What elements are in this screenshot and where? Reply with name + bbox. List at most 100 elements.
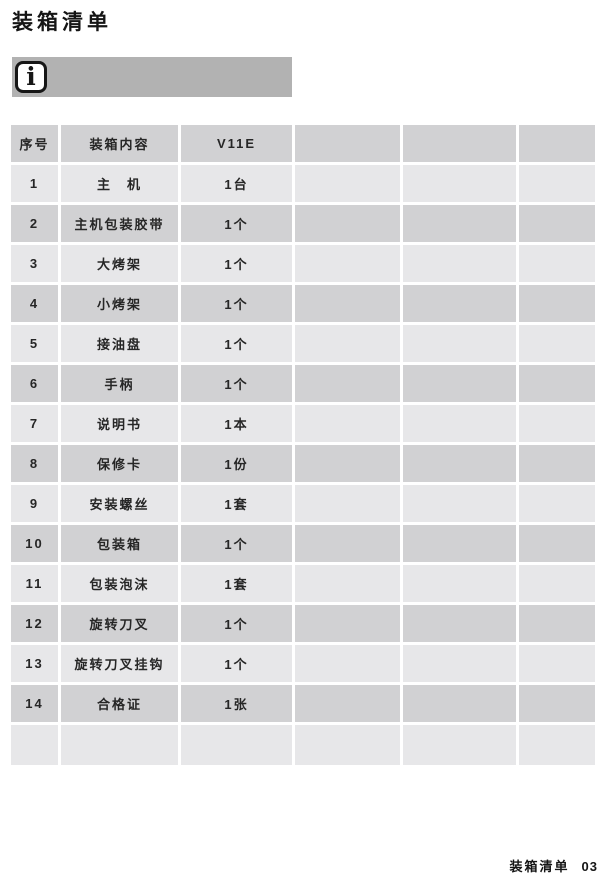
table-cell: 手柄: [61, 365, 178, 402]
table-cell: [295, 725, 400, 765]
table-cell: 1个: [181, 245, 292, 282]
table-cell: 1本: [181, 405, 292, 442]
table-cell: [519, 285, 595, 322]
table-cell: [295, 325, 400, 362]
table-cell: [403, 405, 516, 442]
table-cell: [403, 285, 516, 322]
table-cell: 接油盘: [61, 325, 178, 362]
table-row: 4 小烤架 1个: [11, 285, 595, 322]
table-row: 3 大烤架 1个: [11, 245, 595, 282]
footer-section-label: 装箱清单: [509, 859, 570, 874]
table-cell: 包装箱: [61, 525, 178, 562]
table-cell: 包装泡沫: [61, 565, 178, 602]
table-cell: 1个: [181, 325, 292, 362]
table-cell: [519, 605, 595, 642]
table-cell: [295, 245, 400, 282]
table-cell: 1个: [181, 365, 292, 402]
table-row: 5 接油盘 1个: [11, 325, 595, 362]
table-cell: [403, 445, 516, 482]
column-header: [295, 125, 400, 162]
table-cell: 说明书: [61, 405, 178, 442]
table-cell: [519, 725, 595, 765]
table-cell: [403, 365, 516, 402]
table-cell: 保修卡: [61, 445, 178, 482]
table-cell: 旋转刀叉挂钩: [61, 645, 178, 682]
table-row: 7 说明书 1本: [11, 405, 595, 442]
table-cell: [519, 645, 595, 682]
table-cell: [295, 285, 400, 322]
table-cell: 1台: [181, 165, 292, 202]
table-cell: 14: [11, 685, 58, 722]
table-cell: 4: [11, 285, 58, 322]
column-header: [403, 125, 516, 162]
table-cell: [295, 645, 400, 682]
table-cell: 主 机: [61, 165, 178, 202]
table-cell: 1个: [181, 645, 292, 682]
table-row: 11 包装泡沫 1套: [11, 565, 595, 602]
page-title: 装箱清单: [12, 11, 112, 34]
table-cell: 旋转刀叉: [61, 605, 178, 642]
table-cell: [61, 725, 178, 765]
column-header: [519, 125, 595, 162]
info-banner: i: [12, 57, 292, 97]
table-cell: [403, 325, 516, 362]
table-cell: [403, 645, 516, 682]
table-row: 12 旋转刀叉 1个: [11, 605, 595, 642]
table-row: 10 包装箱 1个: [11, 525, 595, 562]
table-cell: 大烤架: [61, 245, 178, 282]
column-header: 序号: [11, 125, 58, 162]
table-cell: [295, 165, 400, 202]
table-cell: 1个: [181, 605, 292, 642]
table-cell: [519, 565, 595, 602]
table-cell: 合格证: [61, 685, 178, 722]
table-row: 2 主机包装胶带 1个: [11, 205, 595, 242]
table-cell: [295, 405, 400, 442]
table-cell: [519, 525, 595, 562]
table-cell: 8: [11, 445, 58, 482]
table-cell: [403, 685, 516, 722]
table-cell: [519, 245, 595, 282]
table-cell: [295, 685, 400, 722]
table-cell: 安装螺丝: [61, 485, 178, 522]
table-cell: [403, 485, 516, 522]
table-cell: 1套: [181, 485, 292, 522]
table-cell: 主机包装胶带: [61, 205, 178, 242]
table-cell: [519, 365, 595, 402]
table-cell: 1套: [181, 565, 292, 602]
table-cell: [403, 605, 516, 642]
table-cell: 11: [11, 565, 58, 602]
table-row: 8 保修卡 1份: [11, 445, 595, 482]
table-header-row: 序号 装箱内容 V11E: [11, 125, 595, 162]
footer-page-number: 03: [581, 859, 598, 874]
table-cell: 3: [11, 245, 58, 282]
table-cell: [403, 205, 516, 242]
table-cell: [519, 205, 595, 242]
table-cell: [403, 245, 516, 282]
table-cell: [295, 525, 400, 562]
page-footer: 装箱清单 03: [510, 856, 598, 875]
table-row: 13 旋转刀叉挂钩 1个: [11, 645, 595, 682]
table-cell: [403, 525, 516, 562]
table-cell: 1张: [181, 685, 292, 722]
table-cell: [295, 605, 400, 642]
table-cell: 2: [11, 205, 58, 242]
table-cell: [519, 445, 595, 482]
table-cell: [519, 485, 595, 522]
table-cell: [403, 565, 516, 602]
table-row: [11, 725, 595, 765]
table-cell: 1: [11, 165, 58, 202]
table-cell: 1份: [181, 445, 292, 482]
table-cell: 小烤架: [61, 285, 178, 322]
table-cell: 13: [11, 645, 58, 682]
table-cell: 1个: [181, 285, 292, 322]
table-cell: 6: [11, 365, 58, 402]
table-cell: 1个: [181, 205, 292, 242]
table-cell: [519, 405, 595, 442]
table-cell: 5: [11, 325, 58, 362]
table-cell: [11, 725, 58, 765]
table-cell: [295, 565, 400, 602]
table-cell: [519, 325, 595, 362]
table-cell: 1个: [181, 525, 292, 562]
